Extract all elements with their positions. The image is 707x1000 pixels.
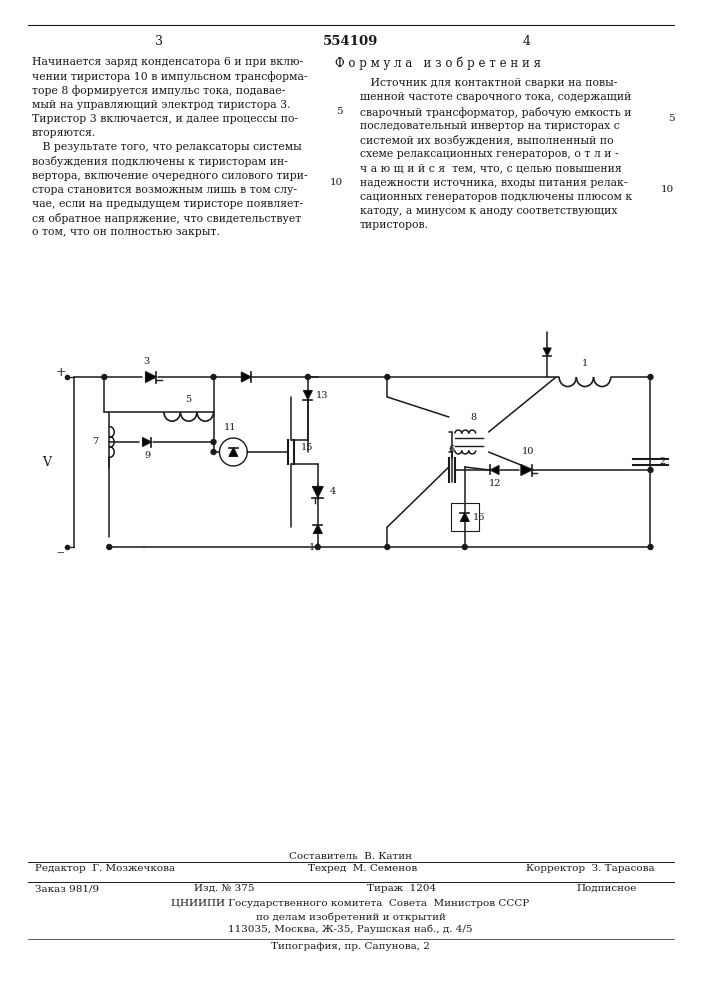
Circle shape (211, 440, 216, 444)
Text: стора становится возможным лишь в том слу-: стора становится возможным лишь в том сл… (32, 185, 297, 195)
Circle shape (211, 450, 216, 454)
Text: 2: 2 (659, 458, 665, 466)
Text: 16: 16 (472, 512, 485, 522)
Text: Тираж  1204: Тираж 1204 (368, 884, 437, 893)
Text: 8: 8 (471, 414, 477, 422)
Text: 14: 14 (308, 542, 321, 552)
Text: тиристоров.: тиристоров. (359, 220, 428, 230)
Text: ся обратное напряжение, что свидетельствует: ся обратное напряжение, что свидетельств… (32, 213, 301, 224)
Polygon shape (229, 448, 238, 456)
Polygon shape (241, 372, 251, 382)
Polygon shape (490, 465, 499, 474)
Polygon shape (146, 371, 156, 382)
Text: сварочный трансформатор, рабочую емкость и: сварочный трансформатор, рабочую емкость… (359, 107, 631, 118)
Circle shape (648, 468, 653, 473)
Text: Корректор  З. Тарасова: Корректор З. Тарасова (526, 864, 655, 873)
Text: Заказ 981/9: Заказ 981/9 (35, 884, 99, 893)
Text: 10: 10 (329, 178, 343, 187)
Text: вторяются.: вторяются. (32, 128, 96, 138)
Text: 4: 4 (329, 488, 336, 496)
Text: В результате того, что релаксаторы системы: В результате того, что релаксаторы систе… (32, 142, 301, 152)
Polygon shape (312, 487, 323, 497)
Polygon shape (303, 390, 312, 399)
Text: 15: 15 (300, 442, 313, 452)
Text: 10: 10 (522, 448, 534, 456)
Text: торе 8 формируется импульс тока, подавае-: торе 8 формируется импульс тока, подавае… (32, 85, 285, 96)
Text: Редактор  Г. Мозжечкова: Редактор Г. Мозжечкова (35, 864, 175, 873)
Text: Ф о р м у л а   и з о б р е т е н и я: Ф о р м у л а и з о б р е т е н и я (335, 57, 542, 70)
Text: Типография, пр. Сапунова, 2: Типография, пр. Сапунова, 2 (271, 942, 430, 951)
Text: 10: 10 (661, 185, 674, 194)
Text: катоду, а минусом к аноду соответствующих: катоду, а минусом к аноду соответствующи… (359, 206, 617, 216)
Circle shape (648, 544, 653, 550)
Text: надежности источника, входы питания релак-: надежности источника, входы питания рела… (359, 178, 627, 188)
Circle shape (385, 544, 390, 550)
Circle shape (305, 374, 310, 379)
Text: системой их возбуждения, выполненный по: системой их возбуждения, выполненный по (359, 135, 613, 146)
Text: ЦНИИПИ Государственного комитета  Совета  Министров СССР: ЦНИИПИ Государственного комитета Совета … (171, 899, 530, 908)
Text: Источник для контактной сварки на повы-: Источник для контактной сварки на повы- (359, 78, 617, 88)
Text: 11: 11 (224, 424, 237, 432)
Text: Техред  М. Семенов: Техред М. Семенов (308, 864, 417, 873)
Text: 554109: 554109 (323, 35, 378, 48)
Text: +: + (55, 365, 66, 378)
Text: ч а ю щ и й с я  тем, что, с целью повышения: ч а ю щ и й с я тем, что, с целью повыше… (359, 163, 621, 174)
Text: –: – (57, 545, 64, 559)
Text: Составитель  В. Катин: Составитель В. Катин (289, 852, 412, 861)
Text: схеме релаксационных генераторов, о т л и -: схеме релаксационных генераторов, о т л … (359, 149, 618, 159)
Text: 4: 4 (522, 35, 530, 48)
Bar (451, 503, 479, 531)
Text: сационных генераторов подключены плюсом к: сационных генераторов подключены плюсом … (359, 192, 632, 202)
Polygon shape (143, 438, 151, 446)
Text: шенной частоте сварочного тока, содержащий: шенной частоте сварочного тока, содержащ… (359, 93, 631, 103)
Circle shape (107, 544, 112, 550)
Text: Изд. № 375: Изд. № 375 (194, 884, 254, 893)
Text: 7: 7 (92, 438, 98, 446)
Polygon shape (313, 524, 322, 534)
Text: 9: 9 (144, 452, 150, 460)
Text: Подписное: Подписное (576, 884, 636, 893)
Text: 12: 12 (489, 480, 501, 488)
Text: Начинается заряд конденсатора 6 и при вклю-: Начинается заряд конденсатора 6 и при вк… (32, 57, 303, 67)
Text: 3: 3 (143, 357, 149, 365)
Text: последовательный инвертор на тиристорах с: последовательный инвертор на тиристорах … (359, 121, 619, 131)
Circle shape (385, 374, 390, 379)
Circle shape (462, 544, 467, 550)
Text: чае, если на предыдущем тиристоре появляет-: чае, если на предыдущем тиристоре появля… (32, 199, 303, 209)
Text: 1: 1 (582, 359, 588, 367)
Text: 5: 5 (186, 394, 192, 403)
Circle shape (315, 544, 320, 550)
Text: 13: 13 (315, 390, 328, 399)
Text: чении тиристора 10 в импульсном трансформа-: чении тиристора 10 в импульсном трансфор… (32, 71, 308, 82)
Text: 5: 5 (667, 114, 674, 123)
Circle shape (648, 374, 653, 379)
Circle shape (102, 374, 107, 379)
Circle shape (211, 374, 216, 379)
Text: о том, что он полностью закрыт.: о том, что он полностью закрыт. (32, 227, 220, 237)
Polygon shape (460, 512, 469, 522)
Text: 5: 5 (336, 107, 343, 116)
Text: 3: 3 (155, 35, 163, 48)
Polygon shape (521, 464, 532, 476)
Text: 113035, Москва, Ж-35, Раушская наб., д. 4/5: 113035, Москва, Ж-35, Раушская наб., д. … (228, 925, 473, 934)
Text: возбуждения подключены к тиристорам ин-: возбуждения подключены к тиристорам ин- (32, 156, 288, 167)
Text: по делам изобретений и открытий: по делам изобретений и открытий (256, 912, 445, 922)
Text: вертора, включение очередного силового тири-: вертора, включение очередного силового т… (32, 171, 308, 181)
Text: V: V (42, 456, 51, 468)
Text: мый на управляющий электрод тиристора 3.: мый на управляющий электрод тиристора 3. (32, 100, 291, 110)
Text: 6: 6 (449, 446, 455, 454)
Text: Тиристор 3 включается, и далее процессы по-: Тиристор 3 включается, и далее процессы … (32, 114, 298, 124)
Polygon shape (543, 348, 551, 356)
